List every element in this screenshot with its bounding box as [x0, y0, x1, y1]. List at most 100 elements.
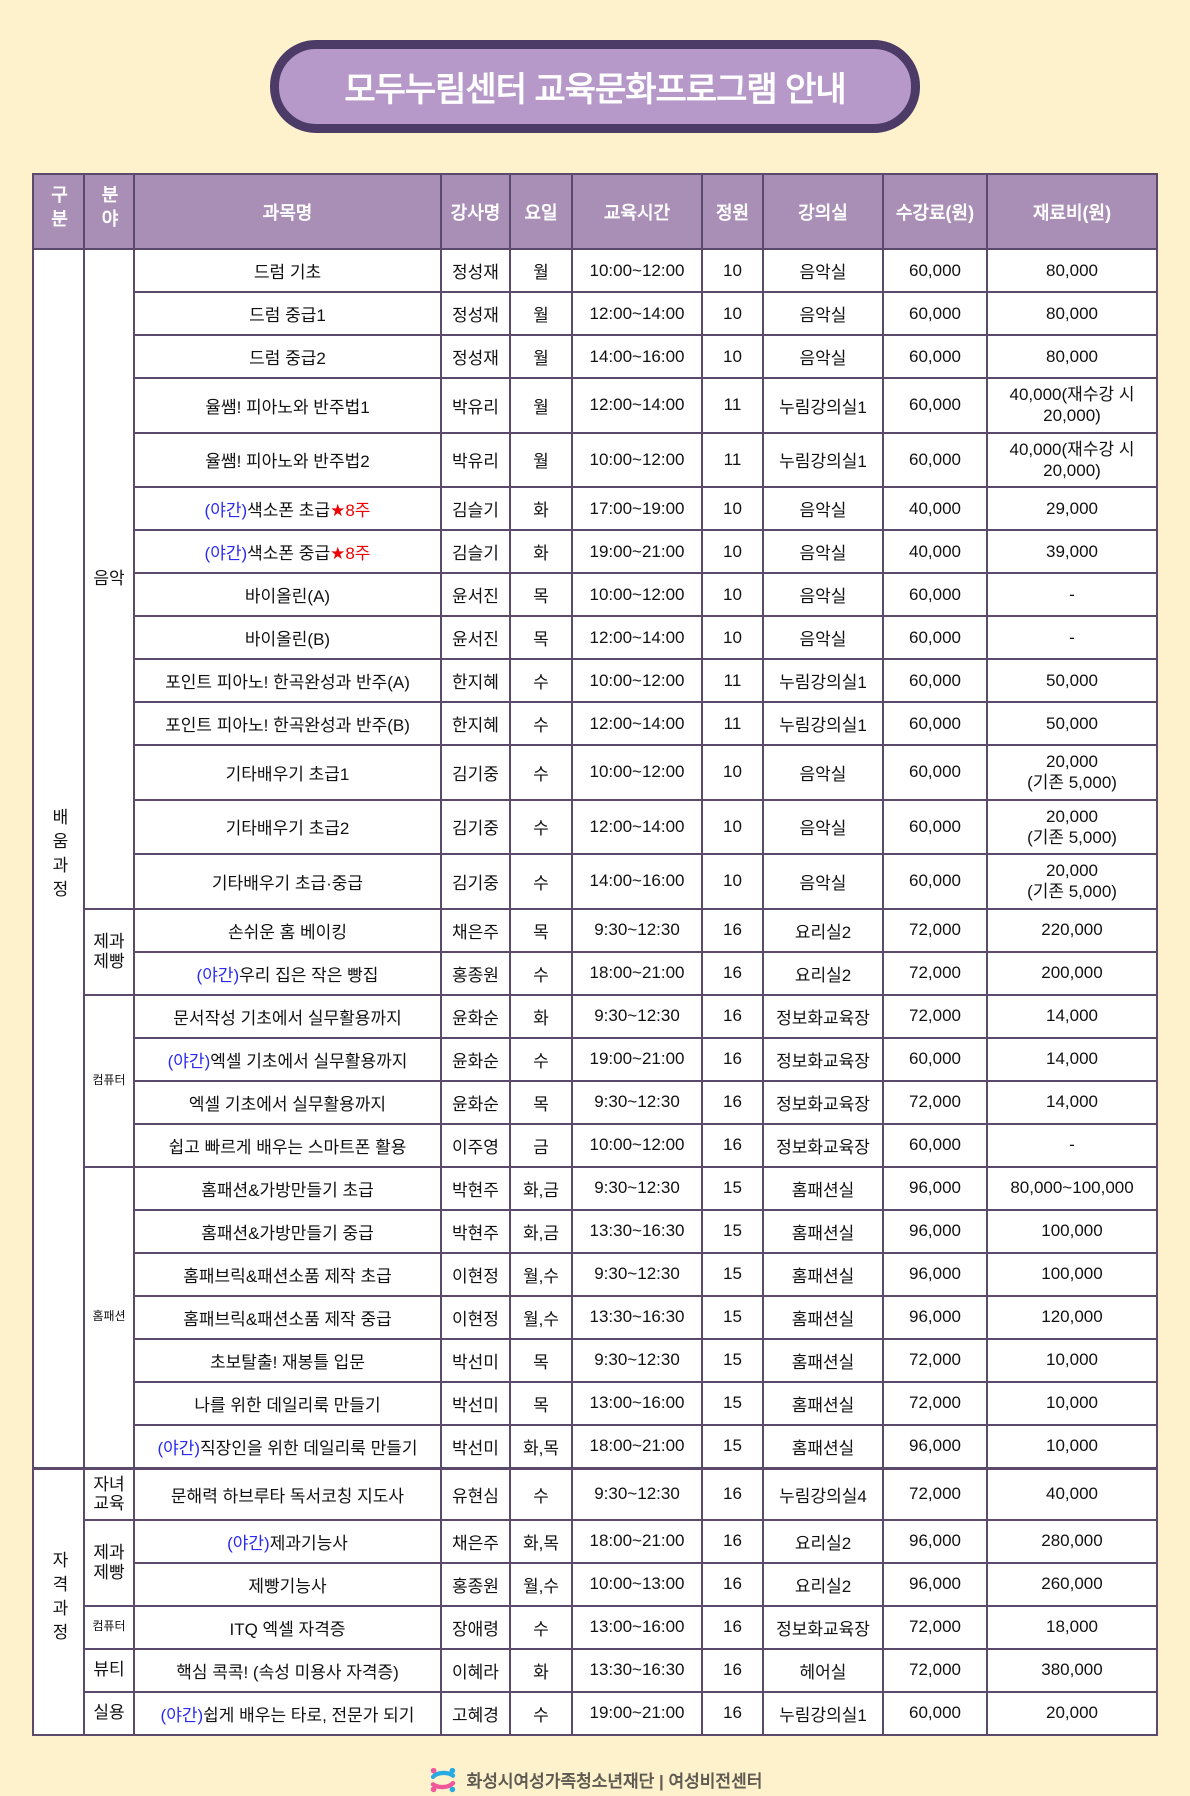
night-tag: (야간) [167, 1051, 211, 1071]
capacity-cell: 16 [701, 1561, 764, 1607]
room-cell: 정보화교육장 [762, 1604, 884, 1650]
material-cell: 29,000 [986, 486, 1158, 531]
material-cell: 20,000 (기존 5,000) [986, 798, 1158, 855]
tuition-cell: 96,000 [882, 1294, 988, 1340]
time-cell: 19:00~21:00 [571, 1690, 703, 1736]
subject-cell: 기타배우기 초급2 [133, 798, 442, 855]
material-cell: 14,000 [986, 993, 1158, 1039]
field-cell: 홈패션 [83, 1165, 135, 1469]
time-cell: 10:00~12:00 [571, 658, 703, 703]
subject-cell: 바이올린(A) [133, 572, 442, 617]
material-cell: 40,000(재수강 시 20,000) [986, 431, 1158, 488]
page-title: 모두누림센터 교육문화프로그램 안내 [344, 71, 846, 109]
material-cell: 80,000~100,000 [986, 1165, 1158, 1211]
field-cell: 뷰티 [83, 1647, 135, 1693]
instructor-cell: 이현정 [440, 1251, 511, 1297]
instructor-cell: 윤화순 [440, 1036, 511, 1082]
day-cell: 목 [509, 615, 573, 660]
instructor-cell: 홍종원 [440, 1561, 511, 1607]
room-cell: 홈패션실 [762, 1251, 884, 1297]
table-row: 기타배우기 초급2 김기중 수 12:00~14:00 10 음악실 60,000 20,00… [33, 798, 1158, 855]
day-cell: 화,목 [509, 1518, 573, 1564]
subject-cell: 초보탈출! 재봉틀 입문 [133, 1337, 442, 1383]
room-cell: 음악실 [762, 248, 884, 293]
time-cell: 10:00~12:00 [571, 744, 703, 801]
subject-cell: (야간)쉽게 배우는 타로, 전문가 되기 [133, 1690, 442, 1736]
capacity-cell: 10 [701, 572, 764, 617]
day-cell: 수 [509, 1036, 573, 1082]
tuition-cell: 96,000 [882, 1561, 988, 1607]
material-cell: - [986, 572, 1158, 617]
room-cell: 누림강의실1 [762, 658, 884, 703]
room-cell: 음악실 [762, 334, 884, 379]
instructor-cell: 윤서진 [440, 615, 511, 660]
subject-cell: 율쌤! 피아노와 반주법2 [133, 431, 442, 488]
subject-cell: (야간)색소폰 중급★8주 [133, 529, 442, 574]
material-cell: 220,000 [986, 907, 1158, 953]
day-cell: 수 [509, 744, 573, 801]
instructor-cell: 고혜경 [440, 1690, 511, 1736]
room-cell: 정보화교육장 [762, 1036, 884, 1082]
material-cell: 80,000 [986, 291, 1158, 336]
subject-cell: 문서작성 기초에서 실무활용까지 [133, 993, 442, 1039]
capacity-cell: 15 [701, 1380, 764, 1426]
day-cell: 화,금 [509, 1165, 573, 1211]
room-cell: 음악실 [762, 291, 884, 336]
tuition-cell: 60,000 [882, 798, 988, 855]
material-cell: 40,000 [986, 1466, 1158, 1521]
material-cell: 39,000 [986, 529, 1158, 574]
table-row: (야간)색소폰 초급★8주 김슬기 화 17:00~19:00 10 음악실 40,000 2… [33, 486, 1158, 531]
day-cell: 목 [509, 1380, 573, 1426]
day-cell: 수 [509, 1466, 573, 1521]
time-cell: 12:00~14:00 [571, 291, 703, 336]
day-cell: 월,수 [509, 1251, 573, 1297]
tuition-cell: 72,000 [882, 907, 988, 953]
column-header-time: 교육시간 [571, 173, 703, 250]
material-cell: - [986, 1122, 1158, 1168]
time-cell: 19:00~21:00 [571, 1036, 703, 1082]
day-cell: 월,수 [509, 1294, 573, 1340]
table-row: 율쌤! 피아노와 반주법2 박유리 월 10:00~12:00 11 누림강의실1 60,0… [33, 431, 1158, 488]
room-cell: 홈패션실 [762, 1294, 884, 1340]
material-cell: 50,000 [986, 701, 1158, 746]
instructor-cell: 홍종원 [440, 950, 511, 996]
tuition-cell: 60,000 [882, 615, 988, 660]
tuition-cell: 96,000 [882, 1208, 988, 1254]
title-banner: 모두누림센터 교육문화프로그램 안내 [270, 40, 920, 133]
subject-cell: 기타배우기 초급1 [133, 744, 442, 801]
instructor-cell: 김기중 [440, 853, 511, 910]
material-cell: 40,000(재수강 시 20,000) [986, 377, 1158, 434]
time-cell: 14:00~16:00 [571, 853, 703, 910]
tuition-cell: 60,000 [882, 334, 988, 379]
material-cell: 100,000 [986, 1208, 1158, 1254]
tuition-cell: 96,000 [882, 1423, 988, 1469]
capacity-cell: 10 [701, 291, 764, 336]
material-cell: 80,000 [986, 248, 1158, 293]
table-row: 율쌤! 피아노와 반주법1 박유리 월 12:00~14:00 11 누림강의실1 60,0… [33, 377, 1158, 434]
page: { "page": { "title": "모두누림센터 교육문화프로그램 안내… [0, 40, 1190, 1792]
subject-cell: 드럼 기초 [133, 248, 442, 293]
time-cell: 12:00~14:00 [571, 615, 703, 660]
capacity-cell: 16 [701, 1518, 764, 1564]
room-cell: 음악실 [762, 853, 884, 910]
instructor-cell: 정성재 [440, 248, 511, 293]
material-cell: 380,000 [986, 1647, 1158, 1693]
room-cell: 누림강의실1 [762, 1690, 884, 1736]
room-cell: 요리실2 [762, 1561, 884, 1607]
day-cell: 금 [509, 1122, 573, 1168]
day-cell: 수 [509, 798, 573, 855]
instructor-cell: 박선미 [440, 1423, 511, 1469]
subject-cell: 포인트 피아노! 한곡완성과 반주(A) [133, 658, 442, 703]
time-cell: 18:00~21:00 [571, 1423, 703, 1469]
tuition-cell: 72,000 [882, 950, 988, 996]
tuition-cell: 60,000 [882, 658, 988, 703]
subject-cell: 바이올린(B) [133, 615, 442, 660]
subject-cell: (야간)우리 집은 작은 빵집 [133, 950, 442, 996]
subject-cell: 드럼 중급1 [133, 291, 442, 336]
tuition-cell: 60,000 [882, 248, 988, 293]
capacity-cell: 11 [701, 658, 764, 703]
room-cell: 음악실 [762, 615, 884, 660]
time-cell: 12:00~14:00 [571, 701, 703, 746]
time-cell: 13:30~16:30 [571, 1208, 703, 1254]
subject-cell: 나를 위한 데일리룩 만들기 [133, 1380, 442, 1426]
